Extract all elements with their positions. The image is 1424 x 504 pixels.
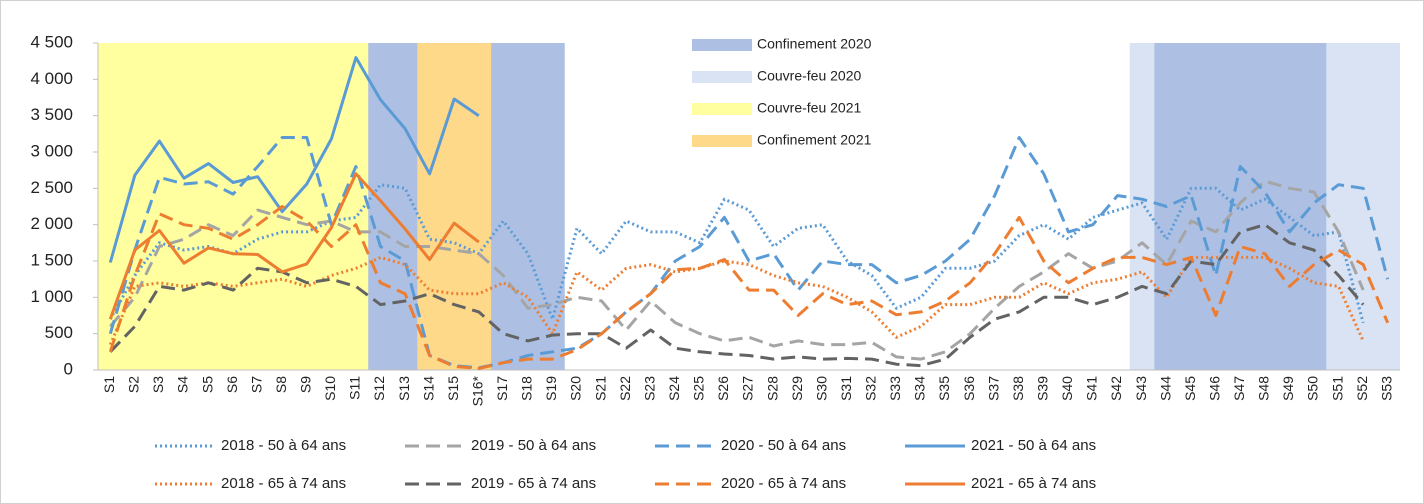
x-tick-label: S35 [936, 376, 952, 401]
series-line [108, 172, 480, 320]
x-tick-label: S8 [273, 376, 289, 393]
x-tick-label: S34 [912, 376, 928, 401]
x-tick-label: S3 [150, 376, 166, 393]
x-tick-label: S24 [666, 376, 682, 401]
x-tick-label: S41 [1084, 376, 1100, 401]
legend-label: 2021 - 50 à 64 ans [971, 437, 1096, 454]
x-tick-label: S7 [248, 376, 264, 393]
x-tick-label: S4 [175, 376, 191, 393]
legend-swatch [692, 39, 752, 51]
x-tick-label: S25 [691, 376, 707, 401]
x-tick-label: S22 [617, 376, 633, 401]
x-tick-label: S16* [469, 375, 485, 406]
x-tick-label: S45 [1182, 376, 1198, 401]
x-tick-label: S38 [1010, 376, 1026, 401]
x-tick-label: S44 [1157, 376, 1173, 401]
x-tick-label: S53 [1378, 376, 1394, 401]
x-tick-label: S23 [641, 376, 657, 401]
legend-swatch [692, 135, 752, 147]
y-tick-label: 2 000 [30, 214, 73, 233]
x-tick-label: S50 [1305, 376, 1321, 401]
x-tick-label: S14 [420, 376, 436, 401]
x-tick-label: S17 [494, 376, 510, 401]
x-tick-label: S1 [101, 376, 117, 393]
y-tick-label: 0 [64, 359, 73, 378]
x-tick-label: S5 [199, 376, 215, 393]
x-tick-label: S19 [543, 376, 559, 401]
x-tick-label: S31 [838, 376, 854, 401]
x-tick-label: S9 [298, 376, 314, 393]
series-line [108, 136, 1390, 370]
x-tick-label: S30 [813, 376, 829, 401]
x-tick-label: S52 [1354, 376, 1370, 401]
x-tick-label: S47 [1231, 376, 1247, 401]
x-tick-label: S46 [1206, 376, 1222, 401]
x-tick-label: S26 [715, 376, 731, 401]
legend-swatch [692, 103, 752, 115]
x-tick-label: S29 [789, 376, 805, 401]
y-tick-label: 1 000 [30, 287, 73, 306]
x-tick-label: S48 [1256, 376, 1272, 401]
x-tick-label: S20 [568, 376, 584, 401]
legend-label: 2019 - 50 à 64 ans [471, 437, 596, 454]
x-tick-label: S13 [396, 376, 412, 401]
y-tick-label: 1 500 [30, 250, 73, 269]
legend-label: Confinement 2021 [757, 132, 872, 148]
x-tick-label: S42 [1108, 376, 1124, 401]
y-tick-label: 3 500 [30, 105, 73, 124]
legend-label: 2020 - 65 à 74 ans [721, 475, 846, 492]
period-band [417, 43, 492, 370]
legend-label: Couvre-feu 2020 [757, 68, 862, 84]
period-band [1154, 43, 1327, 370]
legend-label: 2020 - 50 à 64 ans [721, 437, 846, 454]
legend-label: 2018 - 65 à 74 ans [221, 475, 346, 492]
x-tick-label: S12 [371, 376, 387, 401]
x-tick-label: S11 [347, 376, 363, 400]
y-tick-label: 500 [45, 323, 73, 342]
legend-layer: Confinement 2020 Couvre-feu 2020 Couvre-fe… [155, 30, 1096, 492]
x-tick-label: S10 [322, 376, 338, 401]
x-tick-label: S40 [1059, 376, 1075, 401]
x-tick-label: S33 [887, 376, 903, 401]
x-tick-label: S28 [764, 376, 780, 401]
x-tick-label: S39 [1034, 376, 1050, 401]
x-tick-label: S37 [985, 376, 1001, 401]
x-tick-label: S27 [740, 376, 756, 401]
axis-layer: 0 500 1 000 1 500 2 000 2 500 3 000 3 500 4 000 4… [30, 32, 1400, 406]
series-layer [108, 56, 1390, 370]
series-line [108, 183, 1365, 324]
series-line [108, 56, 480, 263]
x-tick-label: S49 [1280, 376, 1296, 401]
legend-label: Confinement 2020 [757, 36, 872, 52]
y-tick-label: 4 500 [30, 32, 73, 51]
x-tick-label: S21 [592, 376, 608, 401]
y-tick-label: 4 000 [30, 69, 73, 88]
x-tick-label: S6 [224, 376, 240, 393]
legend-label: Couvre-feu 2021 [757, 100, 862, 116]
x-tick-label: S51 [1329, 376, 1345, 401]
legend-label: 2019 - 65 à 74 ans [471, 475, 596, 492]
x-tick-label: S32 [863, 376, 879, 401]
series-line [109, 223, 1365, 368]
series-line [109, 179, 1365, 361]
y-tick-label: 2 500 [30, 178, 73, 197]
x-tick-label: S15 [445, 376, 461, 401]
legend-swatch [692, 71, 752, 83]
legend-label: 2018 - 50 à 64 ans [221, 437, 346, 454]
y-tick-label: 3 000 [30, 141, 73, 160]
legend-label: 2021 - 65 à 74 ans [971, 475, 1096, 492]
x-tick-label: S43 [1133, 376, 1149, 401]
x-tick-label: S2 [126, 376, 142, 393]
x-tick-label: S18 [519, 376, 535, 401]
x-tick-label: S36 [961, 376, 977, 401]
